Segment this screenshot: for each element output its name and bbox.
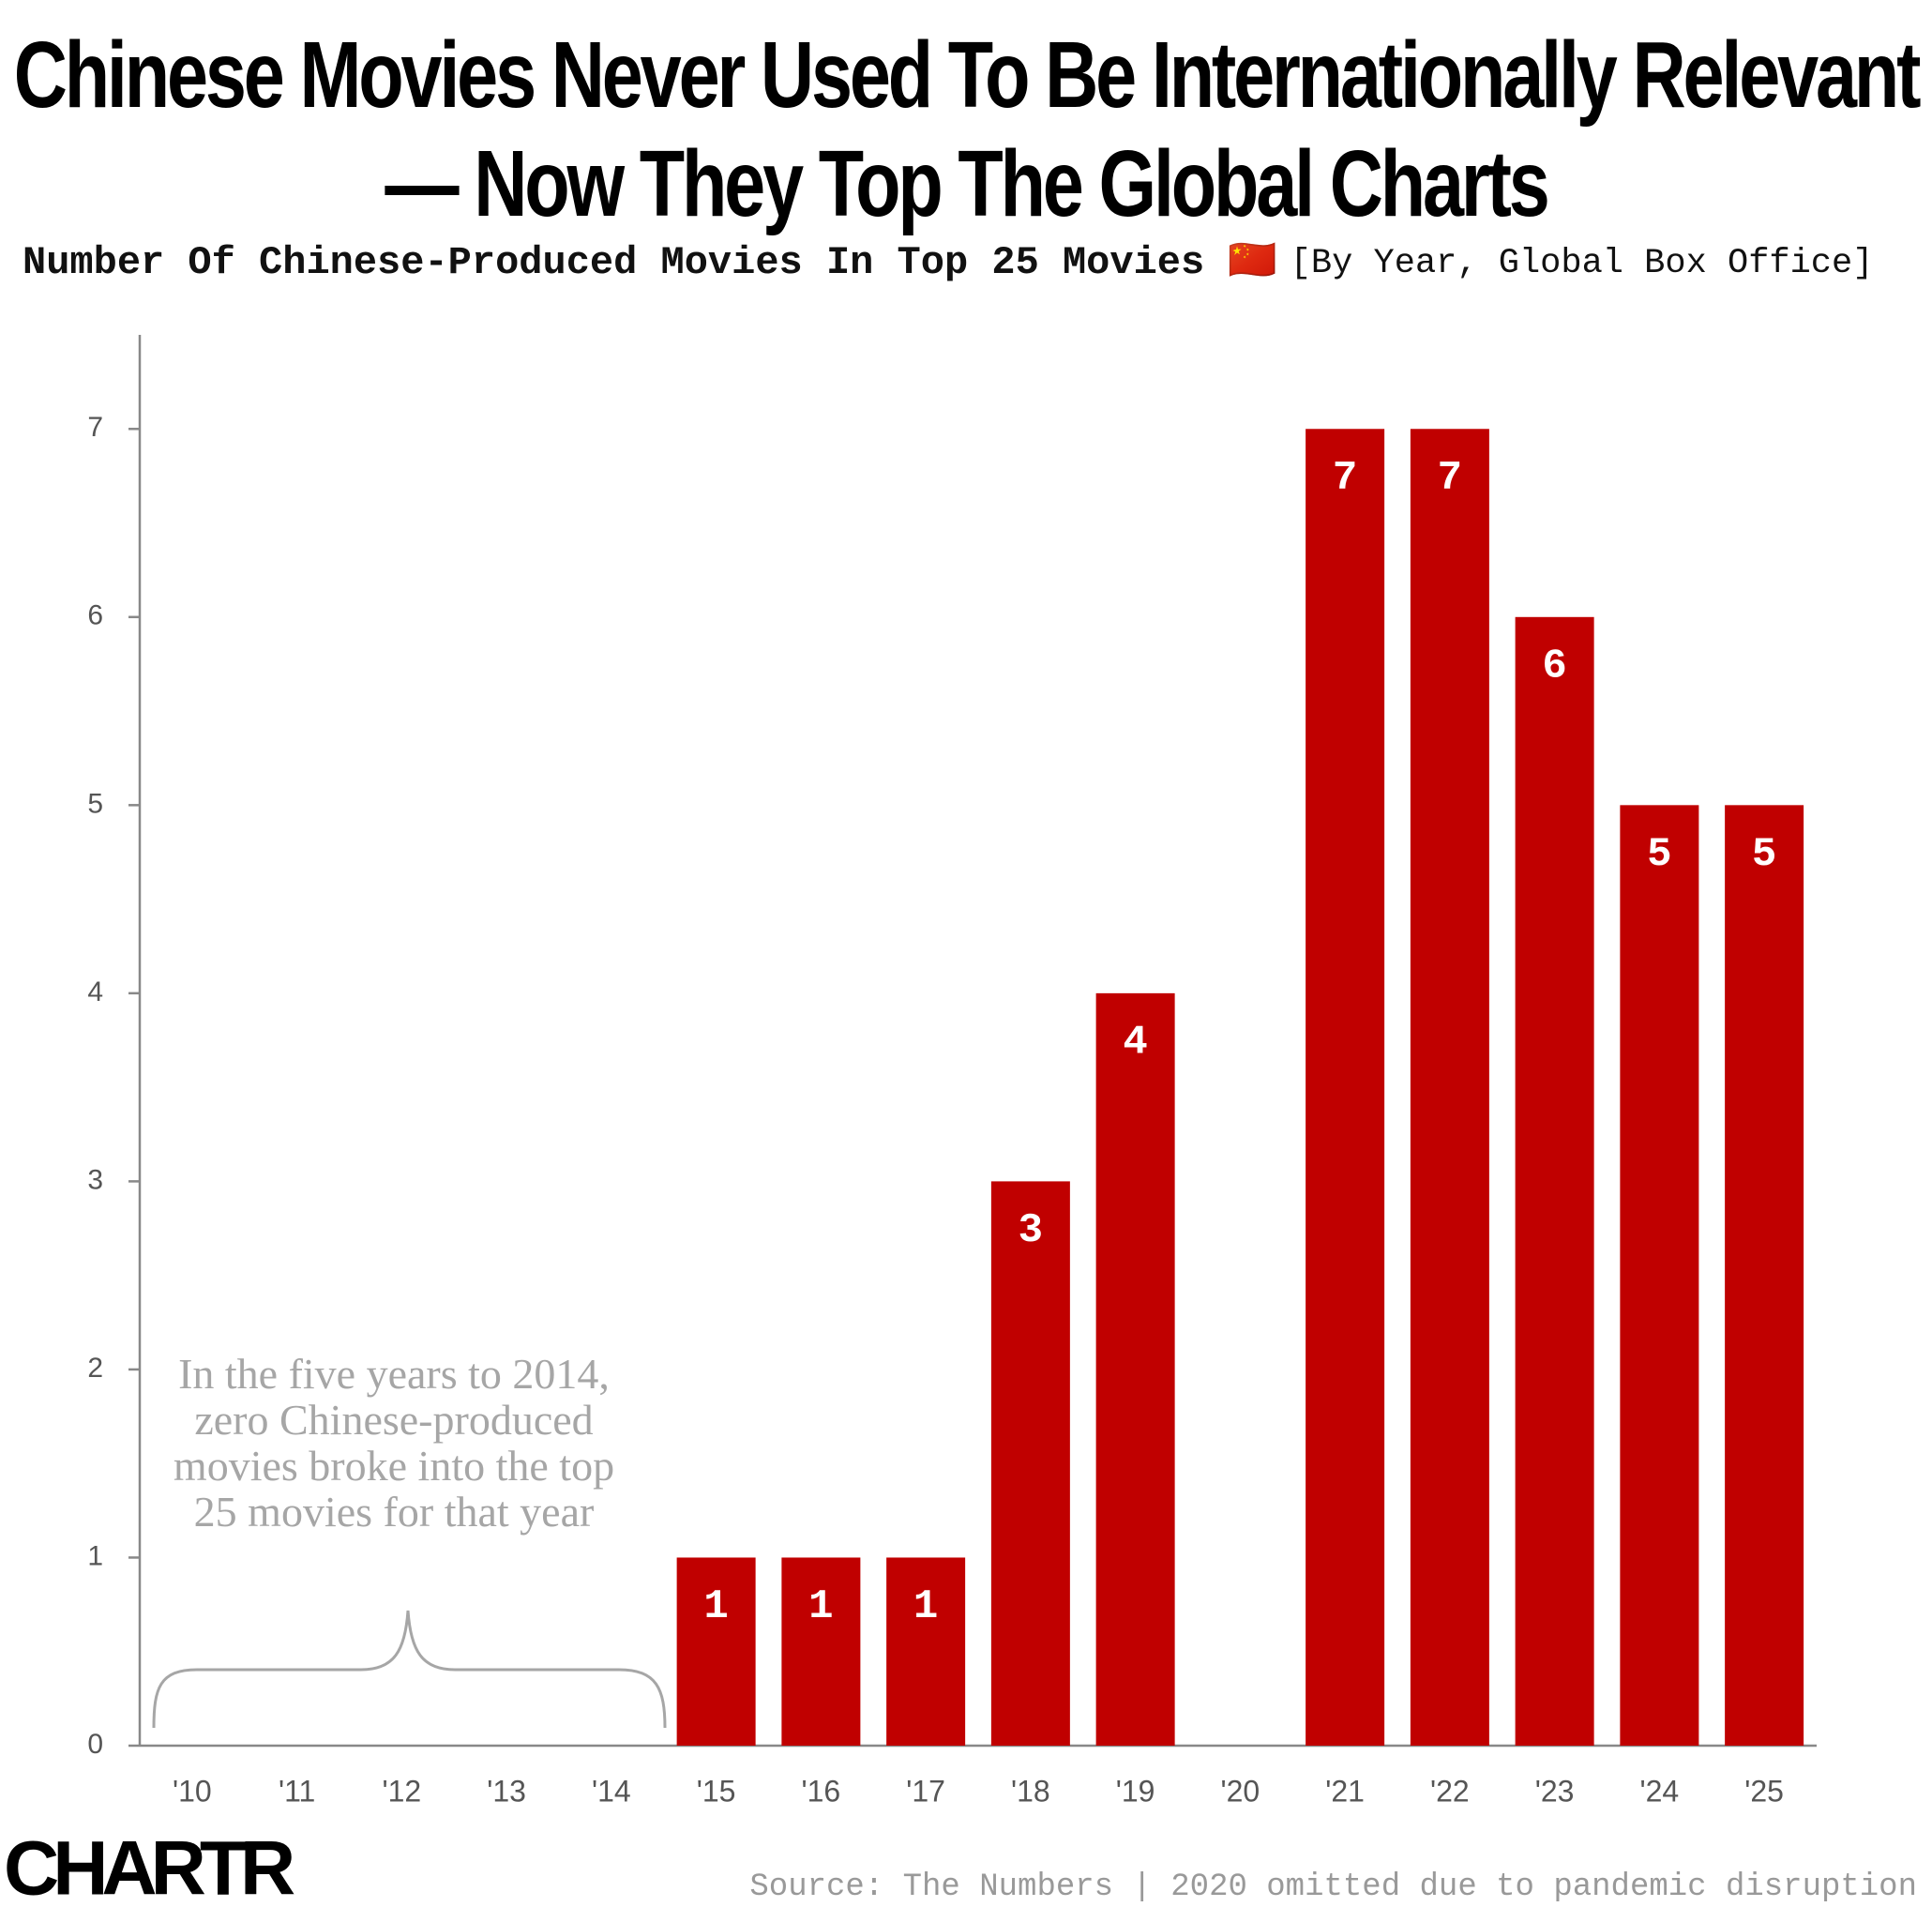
- chart-title: Chinese Movies Never Used To Be Internat…: [13, 23, 1922, 236]
- x-tick-label: '13: [487, 1774, 526, 1808]
- annotation: In the five years to 2014, zero Chinese-…: [173, 1350, 615, 1536]
- y-tick-label: 1: [87, 1540, 103, 1571]
- value-label: 7: [1438, 455, 1462, 502]
- bar: [886, 1557, 966, 1746]
- value-label: 4: [1123, 1019, 1147, 1066]
- x-tick-label: '20: [1221, 1774, 1260, 1808]
- value-label: 3: [1019, 1207, 1043, 1254]
- subtitle-note: [By Year, Global Box Office]: [1291, 244, 1874, 283]
- y-tick-label: 5: [87, 788, 103, 819]
- subtitle-main: Number Of Chinese-Produced Movies In Top…: [23, 239, 1277, 285]
- x-tick-label: '16: [802, 1774, 841, 1808]
- bar: [990, 1181, 1070, 1746]
- y-tick-label: 2: [87, 1353, 103, 1384]
- value-label: 5: [1647, 831, 1671, 878]
- value-label: 1: [703, 1583, 728, 1630]
- x-tick-label: '19: [1116, 1774, 1155, 1808]
- bar: [781, 1557, 861, 1746]
- value-label: 7: [1333, 455, 1357, 502]
- x-tick-label: '22: [1430, 1774, 1470, 1808]
- source-note: Source: The Numbers | 2020 omitted due t…: [749, 1869, 1917, 1905]
- x-tick-label: '14: [592, 1774, 631, 1808]
- bar: [1515, 616, 1594, 1746]
- x-tick-label: '17: [906, 1774, 945, 1808]
- y-tick-label: 0: [87, 1729, 103, 1760]
- x-tick-label: '25: [1744, 1774, 1784, 1808]
- annotation-brace: [152, 1610, 667, 1729]
- bar: [1620, 805, 1699, 1746]
- y-tick-label: 3: [87, 1164, 103, 1195]
- bar: [1306, 429, 1385, 1747]
- y-tick-label: 7: [87, 412, 103, 443]
- x-tick-label: '10: [173, 1774, 212, 1808]
- y-tick-label: 6: [87, 600, 103, 631]
- logo: CHARTR: [4, 1826, 294, 1907]
- value-label: 6: [1542, 643, 1566, 689]
- x-tick-label: '11: [279, 1774, 315, 1808]
- value-label: 1: [808, 1583, 833, 1630]
- value-label: 5: [1752, 831, 1776, 878]
- value-label: 1: [913, 1583, 938, 1630]
- x-tick-label: '18: [1011, 1774, 1050, 1808]
- chart-subtitle: Number Of Chinese-Produced Movies In Top…: [23, 239, 1873, 285]
- bar: [1095, 992, 1175, 1746]
- x-tick-label: '24: [1640, 1774, 1680, 1808]
- x-tick-label: '15: [697, 1774, 736, 1808]
- x-tick-label: '21: [1325, 1774, 1365, 1808]
- bar: [676, 1557, 756, 1746]
- y-tick-label: 4: [87, 976, 103, 1007]
- x-tick-label: '12: [383, 1774, 422, 1808]
- x-tick-label: '23: [1535, 1774, 1575, 1808]
- bar: [1410, 429, 1489, 1747]
- bar: [1725, 805, 1804, 1746]
